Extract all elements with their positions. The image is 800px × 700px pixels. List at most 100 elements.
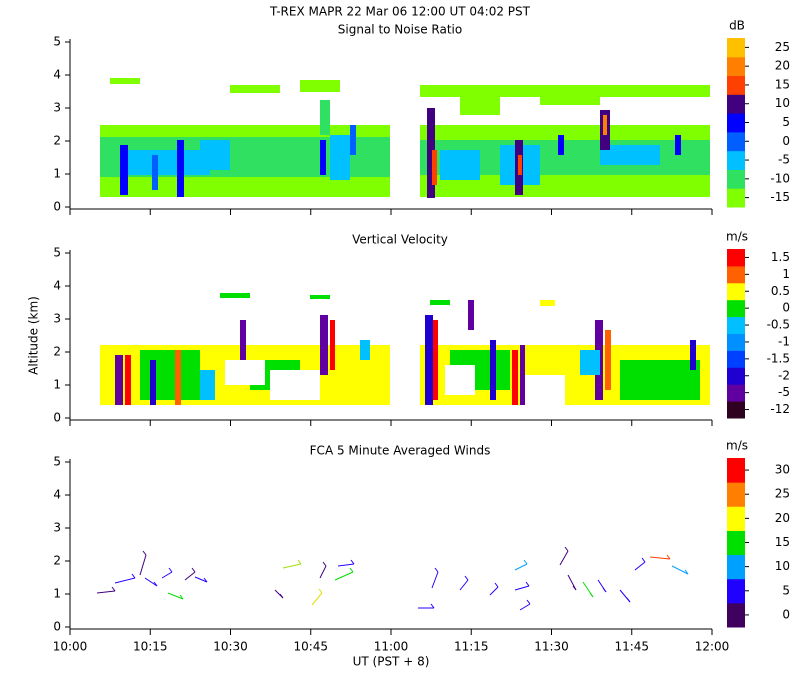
colorbar-tick-label: -0.5	[767, 318, 790, 332]
field-patch	[115, 355, 123, 405]
x-tick-label: 11:45	[614, 640, 649, 654]
y-tick-label: 4	[53, 279, 61, 293]
field-patch	[140, 350, 200, 400]
wind-barb	[489, 586, 499, 596]
field-patch	[460, 95, 500, 115]
y-tick-label: 1	[53, 167, 61, 181]
colorbar-bin	[727, 249, 745, 267]
colorbar-bin	[727, 530, 745, 556]
field-patch	[468, 300, 474, 330]
wind-barb-tick	[525, 581, 530, 587]
colorbar-bin	[727, 38, 745, 58]
colorbar-label: m/s	[726, 439, 748, 453]
y-tick-label: 1	[53, 378, 61, 392]
colorbar-label: m/s	[726, 230, 748, 244]
y-axis-label: Altitude (km)	[27, 296, 41, 375]
colorbar-tick-label: 25	[775, 40, 790, 54]
field-patch	[430, 300, 450, 305]
wind-barb-tick	[434, 567, 439, 573]
field-patch	[175, 350, 181, 405]
colorbar-bin	[727, 94, 745, 114]
wind-barb-tick	[322, 561, 327, 567]
field-patch	[420, 85, 710, 97]
panel-subtitle: FCA 5 Minute Averaged Winds	[310, 444, 491, 458]
field-patch	[512, 350, 518, 405]
wind-barb-tick	[666, 554, 671, 560]
colorbar-tick-label: -12	[770, 402, 790, 416]
field-patch	[690, 340, 696, 370]
colorbar-tick-label: 0	[782, 134, 790, 148]
colorbar-tick-label: 0	[782, 301, 790, 315]
y-tick-label: 1	[53, 587, 61, 601]
chart-title: T-REX MAPR 22 Mar 06 12:00 UT 04:02 PST	[269, 5, 531, 19]
field-patch	[360, 340, 370, 360]
colorbar-bin	[727, 169, 745, 189]
wind-barb-tick	[464, 575, 469, 581]
wind-barb-tick	[626, 597, 631, 603]
colorbar-tick-label: 10	[775, 559, 790, 573]
colorbar-bin	[727, 265, 745, 284]
wind-barb	[139, 554, 147, 576]
field-patch	[150, 360, 156, 405]
x-tick-label: 10:15	[133, 640, 168, 654]
wind-barb	[334, 571, 354, 581]
colorbar-bin	[727, 299, 745, 318]
field-patch	[120, 150, 210, 175]
colorbar-bin	[727, 602, 745, 628]
colorbar-tick-label: 5	[782, 115, 790, 129]
field-patch	[525, 375, 565, 405]
wind-barb	[514, 585, 530, 591]
y-tick-label: 0	[53, 620, 61, 634]
field-patch	[620, 360, 700, 400]
colorbar-bin	[727, 506, 745, 531]
wind-barb-tick	[279, 593, 284, 599]
field-patch	[225, 360, 265, 385]
wind-barb-tick	[131, 573, 136, 579]
y-tick-label: 0	[53, 411, 61, 425]
x-tick-label: 10:00	[53, 640, 88, 654]
colorbar-tick-label: 1	[782, 267, 790, 281]
field-patch	[310, 295, 330, 299]
colorbar-tick-label: 15	[775, 535, 790, 549]
colorbar-bin	[727, 113, 745, 133]
field-patch	[600, 145, 660, 165]
colorbar-bin	[727, 458, 745, 483]
field-patch	[540, 95, 600, 105]
wind-barb-tick	[179, 594, 184, 600]
colorbar-bin	[727, 482, 745, 507]
wind-barb-tick	[684, 569, 689, 575]
field-patch	[270, 370, 320, 400]
colorbar-tick-label: 0.5	[771, 284, 790, 298]
y-tick-label: 3	[53, 521, 61, 535]
y-tick-label: 4	[53, 68, 61, 82]
wind-barb	[337, 563, 355, 567]
colorbar-tick-label: -2	[778, 368, 790, 382]
wind-barb	[431, 571, 439, 589]
field-patch	[330, 320, 335, 370]
colorbar-bin	[727, 578, 745, 604]
wind-barb-tick	[641, 557, 646, 563]
wind-barb-tick	[318, 588, 323, 594]
colorbar-tick-label: -15	[770, 190, 790, 204]
colorbar-bin	[727, 150, 745, 170]
colorbar-bin	[727, 131, 745, 152]
field-patch	[440, 150, 480, 180]
wind-barb	[167, 592, 184, 600]
wind-barb	[519, 603, 531, 611]
colorbar-tick-label: 20	[775, 59, 790, 73]
colorbar-bin	[727, 333, 745, 351]
field-patch	[320, 140, 326, 175]
y-tick-label: 3	[53, 101, 61, 115]
field-patch	[520, 345, 525, 405]
wind-barb-tick	[350, 559, 355, 565]
colorbar-label: dB	[729, 19, 745, 33]
wind-barb	[459, 579, 469, 591]
wind-barb-tick	[430, 603, 435, 609]
panel-subtitle: Signal to Noise Ratio	[338, 23, 462, 37]
field-patch	[490, 340, 496, 400]
wind-barb-tick	[564, 546, 569, 552]
wind-barb-tick	[526, 599, 531, 605]
wind-barb	[311, 592, 323, 606]
colorbar-tick-label: -5	[778, 385, 790, 399]
wind-barb-tick	[153, 581, 158, 587]
